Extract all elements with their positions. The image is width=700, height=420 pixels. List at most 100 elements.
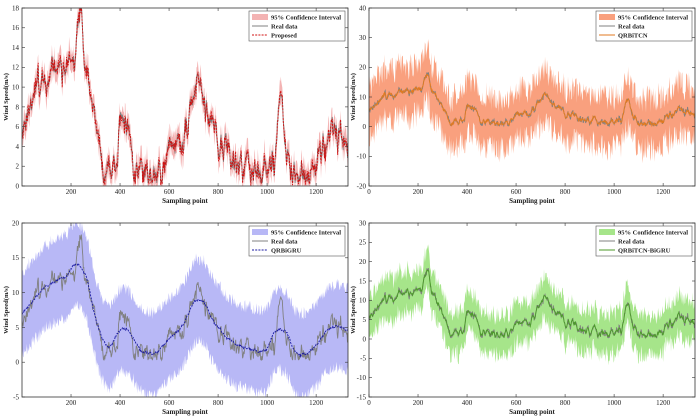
chart-panel-bottom-right: 0 200 400 600 800 1000 1200 -15 -10 -5 0 5 10 15 20 25 3… <box>350 219 696 416</box>
x-tick-label: 600 <box>511 188 522 196</box>
plot-frame <box>21 7 349 187</box>
forecast-line <box>22 263 348 358</box>
x-tick-label: 400 <box>115 188 126 196</box>
y-tick-label: 15 <box>12 254 20 262</box>
y-tick-label: 10 <box>12 84 20 92</box>
y-tick-label: 2 <box>16 163 20 171</box>
x-tick-label: 400 <box>115 399 126 407</box>
x-tick-label: 200 <box>413 188 424 196</box>
y-axis-label: Wind Speed(m/s) <box>3 73 10 121</box>
x-tick-label: 1200 <box>656 399 671 407</box>
plot-frame <box>21 222 349 398</box>
x-tick-label: 600 <box>164 188 175 196</box>
y-tick-label: 16 <box>12 24 20 32</box>
plot-area <box>22 223 348 397</box>
legend-entry: Real data <box>618 238 645 245</box>
legend-entry: 95% Confidence Interval <box>618 229 688 236</box>
legend-entry: 95% Confidence Interval <box>271 229 341 236</box>
y-tick-label: 10 <box>359 297 367 305</box>
y-tick-label: 25 <box>359 239 367 247</box>
y-tick-label: 0 <box>16 182 20 190</box>
x-tick-label: 600 <box>511 399 522 407</box>
x-tick-label: 200 <box>413 399 424 407</box>
plot-area <box>369 39 695 164</box>
legend: 95% Confidence Interval Real data QRBiTCN <box>595 10 693 42</box>
y-tick-label: 0 <box>363 123 367 131</box>
y-axis-label: Wind Speed(m/s) <box>350 286 357 334</box>
y-tick-label: 20 <box>359 258 367 266</box>
legend-entry: QRBiTCN <box>618 32 648 39</box>
x-tick-label: 1000 <box>260 188 275 196</box>
legend-entry: Real data <box>271 238 298 245</box>
y-tick-label: 40 <box>359 4 367 12</box>
legend: 95% Confidence Interval Real data QRBiGRU <box>248 225 346 257</box>
x-tick-label: 200 <box>66 399 77 407</box>
forecast-line <box>22 8 348 186</box>
y-tick-label: 8 <box>16 103 20 111</box>
x-axis-label: Sampling point <box>509 197 555 205</box>
legend-swatch-band <box>599 14 615 20</box>
legend-entry: 95% Confidence Interval <box>618 14 688 21</box>
x-tick-label: 1000 <box>607 188 622 196</box>
y-tick-label: -20 <box>357 182 367 190</box>
y-tick-label: 10 <box>12 289 20 297</box>
legend-swatch-band <box>252 14 268 20</box>
y-tick-label: -5 <box>13 393 19 401</box>
x-tick-label: 600 <box>164 399 175 407</box>
y-tick-label: 30 <box>359 34 367 42</box>
plot-area <box>22 8 348 186</box>
y-axis-label: Wind Speed(m/s) <box>350 73 357 121</box>
legend: 95% Confidence Interval Real data Proposed <box>248 10 346 42</box>
x-axis-label: Sampling point <box>509 408 555 416</box>
legend-entry: Real data <box>618 23 645 30</box>
y-tick-label: 20 <box>359 64 367 72</box>
y-tick-label: 18 <box>12 4 20 12</box>
y-tick-label: 4 <box>16 143 20 151</box>
y-tick-label: 5 <box>363 316 367 324</box>
y-tick-label: 0 <box>363 335 367 343</box>
y-tick-label: -15 <box>357 393 367 401</box>
y-tick-label: 5 <box>16 324 20 332</box>
x-tick-label: 400 <box>462 399 473 407</box>
y-tick-label: 12 <box>12 64 20 72</box>
x-axis-label: Sampling point <box>162 197 208 205</box>
forecast-line <box>369 73 695 128</box>
chart-panel-bottom-left: 200 400 600 800 1000 1200 -5 0 5 10 15 20 Sampling p… <box>3 219 349 416</box>
x-tick-label: 1200 <box>656 188 671 196</box>
x-axis-label: Sampling point <box>162 408 208 416</box>
x-tick-label: 1200 <box>309 188 324 196</box>
legend-entry: QRBiTCN-BiGRU <box>618 247 671 254</box>
x-tick-label: 800 <box>560 399 571 407</box>
y-tick-label: -10 <box>357 153 367 161</box>
plot-area <box>369 244 695 366</box>
y-tick-label: 15 <box>359 277 367 285</box>
legend-swatch-band <box>252 229 268 235</box>
x-tick-label: 1000 <box>607 399 622 407</box>
x-tick-label: 0 <box>367 399 371 407</box>
confidence-band <box>369 244 695 366</box>
forecast-line <box>369 269 695 339</box>
x-tick-label: 0 <box>367 188 371 196</box>
y-tick-label: 20 <box>12 219 20 227</box>
y-tick-label: 6 <box>16 123 20 131</box>
legend-entry: 95% Confidence Interval <box>271 14 341 21</box>
x-tick-label: 800 <box>560 188 571 196</box>
legend: 95% Confidence Interval Real data QRBiTCN-… <box>595 225 693 257</box>
chart-panel-top-right: 0 200 400 600 800 1000 1200 -20 -10 0 10 20 30 40 Samp… <box>350 4 696 205</box>
y-tick-label: -5 <box>360 355 366 363</box>
y-tick-label: 0 <box>16 359 20 367</box>
y-tick-label: 30 <box>359 219 367 227</box>
legend-entry: Real data <box>271 23 298 30</box>
confidence-band <box>369 39 695 164</box>
legend-swatch-band <box>599 229 615 235</box>
y-axis-label: Wind Speed(m/s) <box>3 286 10 334</box>
x-tick-label: 400 <box>462 188 473 196</box>
x-tick-label: 800 <box>213 188 224 196</box>
legend-entry: QRBiGRU <box>271 247 302 254</box>
x-tick-label: 1200 <box>309 399 324 407</box>
x-tick-label: 200 <box>66 188 77 196</box>
x-tick-label: 800 <box>213 399 224 407</box>
real-data-line <box>22 234 348 362</box>
legend-entry: Proposed <box>271 32 297 39</box>
